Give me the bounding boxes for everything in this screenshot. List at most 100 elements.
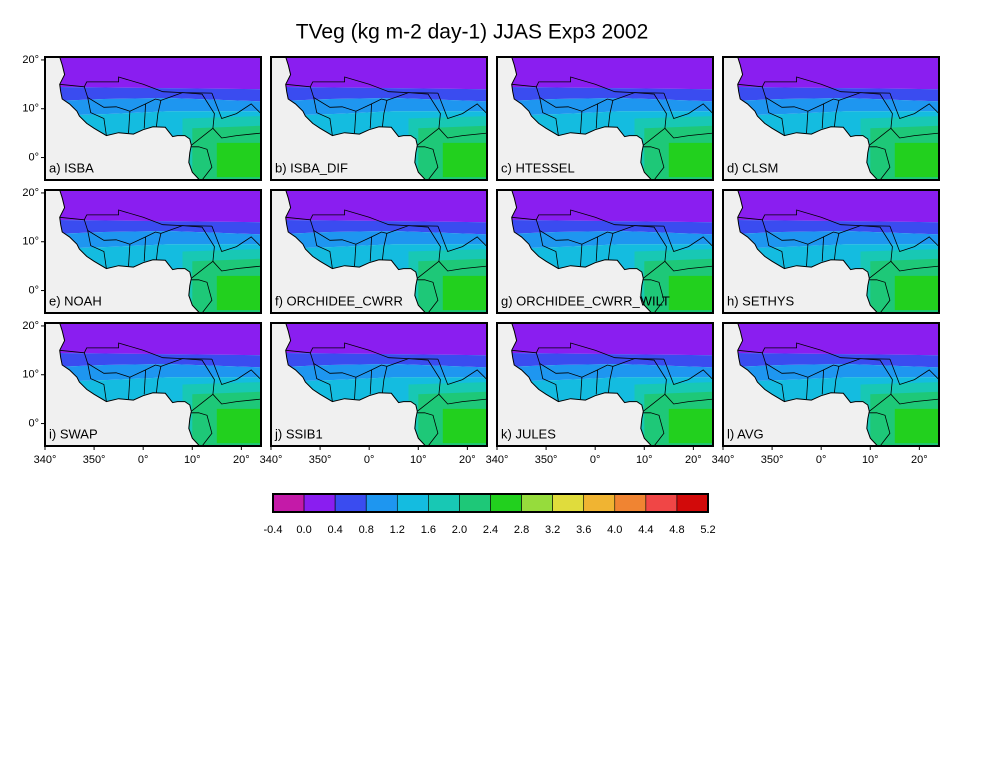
panel-frame [722, 189, 940, 314]
field-band [285, 57, 487, 90]
lon-tick-label: 10° [184, 454, 201, 466]
country-border [83, 352, 162, 393]
country-border [643, 279, 665, 313]
coastline [511, 322, 714, 447]
panel-label: l) AVG [727, 426, 764, 441]
field-band [737, 352, 939, 368]
country-border [765, 230, 785, 269]
country-border [663, 225, 713, 252]
lat-tick-label: 20° [22, 320, 39, 332]
lat-tick-label: 20° [22, 187, 39, 199]
panel-label: e) NOAH [49, 293, 102, 308]
lon-tick-label: 0° [138, 454, 149, 466]
colorbar-box [676, 493, 709, 513]
lat-tick-label: 0° [28, 284, 39, 296]
country-border [890, 261, 939, 272]
country-border [580, 377, 583, 400]
country-border [821, 369, 824, 395]
country-border [761, 352, 840, 393]
panel-label: i) SWAP [49, 426, 98, 441]
field-band [285, 323, 487, 356]
country-border [890, 394, 939, 405]
panel-label: f) ORCHIDEE_CWRR [275, 293, 403, 308]
field-band [668, 275, 713, 311]
field-band [59, 352, 261, 368]
country-border [761, 86, 840, 127]
country-border [438, 394, 487, 405]
panel-label: b) ISBA_DIF [275, 160, 348, 175]
coastline [737, 189, 940, 314]
panel-frame [44, 56, 262, 181]
colorbar-label: 0.8 [359, 524, 374, 536]
country-border [821, 236, 824, 262]
colorbar-label: 4.8 [669, 524, 684, 536]
map-panel: k) JULES [496, 322, 714, 447]
country-border [417, 279, 439, 313]
country-border [869, 279, 891, 313]
country-border [313, 230, 333, 269]
field-band [285, 190, 487, 223]
field-band [737, 86, 939, 102]
country-border [191, 279, 213, 313]
country-border [643, 146, 665, 180]
map-panel: g) ORCHIDEE_CWRR_WILT [496, 189, 714, 314]
coastline [511, 56, 714, 181]
coastline [59, 189, 262, 314]
colorbar-label: 2.4 [483, 524, 498, 536]
country-border [595, 369, 598, 395]
lon-tick-label: 0° [816, 454, 827, 466]
country-border [211, 358, 262, 385]
country-border [535, 86, 614, 127]
field-band [511, 323, 713, 356]
country-border [143, 236, 146, 262]
country-border [313, 363, 333, 402]
panel-label: k) JULES [501, 426, 556, 441]
country-border [643, 412, 665, 446]
coastline [285, 189, 488, 314]
panel-frame [496, 189, 714, 314]
country-border [806, 244, 809, 267]
coastline [59, 322, 262, 447]
colorbar-label: 4.0 [607, 524, 622, 536]
colorbar-label: -0.4 [264, 524, 283, 536]
colorbar-label: 4.4 [638, 524, 653, 536]
country-border [438, 261, 487, 272]
country-border [160, 92, 215, 146]
country-border [87, 363, 107, 402]
colorbar-box [490, 493, 522, 513]
field-band [737, 219, 939, 235]
field-band [894, 408, 939, 444]
country-border [309, 86, 388, 127]
field-band [442, 142, 487, 178]
country-border [128, 377, 131, 400]
lon-tick-label: 340° [486, 454, 509, 466]
field-band [511, 57, 713, 90]
country-border [838, 358, 893, 412]
country-border [191, 146, 213, 180]
panel-frame [44, 189, 262, 314]
field-band [511, 86, 713, 102]
country-border [128, 111, 131, 134]
colorbar-box [365, 493, 398, 513]
colorbar-label: 2.0 [452, 524, 467, 536]
country-border [612, 92, 667, 146]
field-band [59, 219, 261, 235]
map-panel: f) ORCHIDEE_CWRR [270, 189, 488, 314]
country-border [59, 76, 212, 94]
colorbar-label: 1.6 [421, 524, 436, 536]
colorbar-box [428, 493, 460, 513]
country-border [539, 97, 559, 136]
country-border [369, 236, 372, 262]
panel-frame [270, 189, 488, 314]
lat-tick-label: 10° [22, 369, 39, 381]
panel-frame [722, 322, 940, 447]
country-border [211, 225, 262, 252]
country-border [580, 111, 583, 134]
country-border [737, 209, 890, 227]
country-border [539, 230, 559, 269]
panel-label: j) SSIB1 [274, 426, 323, 441]
lon-tick-label: 10° [410, 454, 427, 466]
country-border [765, 97, 785, 136]
land-field [737, 323, 939, 446]
map-panel: b) ISBA_DIF [270, 56, 488, 181]
